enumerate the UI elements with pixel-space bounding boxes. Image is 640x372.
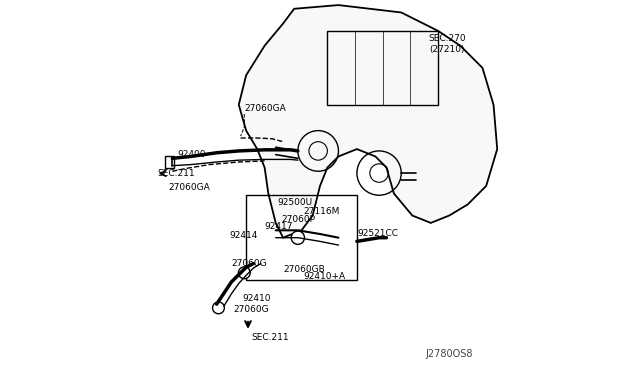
Circle shape xyxy=(212,302,225,314)
Text: 27060P: 27060P xyxy=(281,215,316,224)
Circle shape xyxy=(291,231,305,244)
Text: 92521CC: 92521CC xyxy=(357,230,398,238)
Text: 27060GA: 27060GA xyxy=(168,183,211,192)
Text: 92414: 92414 xyxy=(230,231,258,240)
Text: SEC.270
(27210): SEC.270 (27210) xyxy=(429,34,466,54)
Text: 27060GA: 27060GA xyxy=(244,104,286,113)
Bar xyxy=(165,157,174,167)
Text: 27060GB: 27060GB xyxy=(283,264,325,273)
Bar xyxy=(246,195,357,280)
Text: SEC.211: SEC.211 xyxy=(252,333,289,342)
Text: 92400: 92400 xyxy=(178,150,206,159)
Text: 27116M: 27116M xyxy=(303,207,340,217)
Bar xyxy=(328,31,438,105)
Text: 92410+A: 92410+A xyxy=(303,272,346,281)
Text: SEC.211: SEC.211 xyxy=(157,169,195,177)
Circle shape xyxy=(239,267,250,279)
Text: 27060G: 27060G xyxy=(233,305,269,314)
Text: 92500U: 92500U xyxy=(278,198,313,207)
Text: 92410: 92410 xyxy=(243,294,271,303)
Text: 27060G: 27060G xyxy=(232,259,267,268)
Text: 92417: 92417 xyxy=(264,222,293,231)
Polygon shape xyxy=(239,5,497,238)
Text: J2780OS8: J2780OS8 xyxy=(426,349,473,359)
